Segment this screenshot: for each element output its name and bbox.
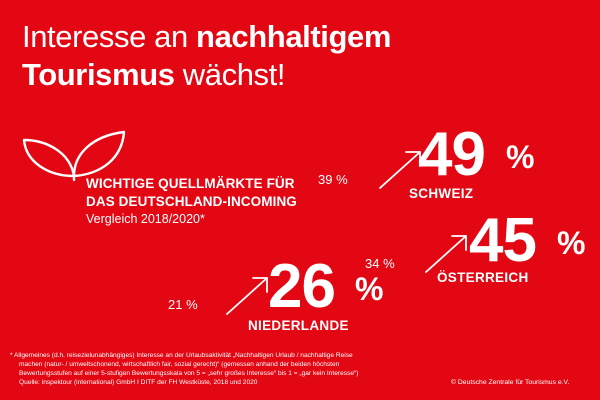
subtitle-line-2: DAS DEUTSCHLAND-INCOMING [86,194,297,209]
country-label-oesterreich: ÖSTERREICH [437,270,529,285]
current-value-oesterreich: 45 [469,206,537,275]
footnote-line-2: machen (natur- / umweltschonend, wirtsch… [19,361,340,368]
headline-line-1: Interesse an nachhaltigem [22,18,391,56]
previous-value-schweiz: 39 % [318,172,348,187]
headline-line-2: Tourismus wächst! [22,56,285,94]
arrow-up-right-icon [226,277,268,315]
current-value-niederlande: 26 [268,252,336,321]
footnote-line-3: Bewertungsstufen auf einer 5-stufigen Be… [19,370,359,377]
previous-value-niederlande: 21 % [168,297,198,312]
headline-light-text: Interesse an [22,19,197,54]
footnote-line-1: * Allgemeines (d.h. reisezielunabhängige… [10,352,353,359]
headline-light-text-2: wächst! [174,57,286,92]
subtitle-comparison: Vergleich 2018/2020* [86,212,205,226]
arrow-up-right-icon [425,235,467,273]
country-label-schweiz: SCHWEIZ [409,186,474,201]
previous-value-oesterreich: 34 % [365,256,395,271]
country-label-niederlande: NIEDERLANDE [248,318,349,333]
headline-bold-text: nachhaltigem [196,19,392,54]
subtitle-line-1: WICHTIGE QUELLMÄRKTE FÜR [86,176,295,191]
current-value-schweiz: 49 [418,120,486,189]
percent-sign-oesterreich: % [557,225,586,261]
footnote-source: Quelle: inspektour (international) GmbH … [19,379,258,386]
percent-sign-niederlande: % [355,271,384,307]
headline-bold-text-2: Tourismus [22,57,175,92]
percent-sign-schweiz: % [506,139,535,175]
leaf-sprout-icon [22,130,126,182]
arrow-up-right-icon [379,151,421,189]
copyright-notice: © Deutsche Zentrale für Tourismus e.V. [451,379,570,386]
